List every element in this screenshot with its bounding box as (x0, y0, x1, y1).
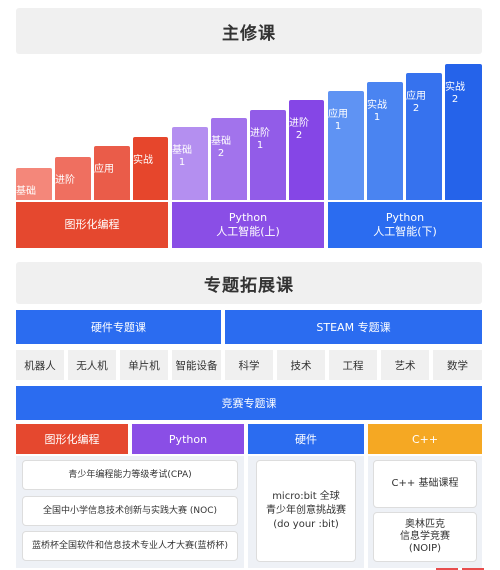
track-python-ai-1-label: Python 人工智能(上) (216, 211, 280, 238)
step-basic[interactable]: 基础 (16, 168, 52, 200)
step-apply-1[interactable]: 应用 1 (328, 91, 364, 200)
step-basic-1[interactable]: 基础 1 (172, 127, 208, 200)
track-python-ai-2[interactable]: Python 人工智能(下) (328, 202, 482, 248)
step-practice-1[interactable]: 实战 1 (367, 82, 403, 200)
decorative-mark-2 (462, 568, 484, 570)
competition-lanqiao[interactable]: 蓝桥杯全国软件和信息技术专业人才大赛(蓝桥杯) (22, 531, 238, 561)
hardware-topic-bar[interactable]: 硬件专题课 (16, 310, 221, 344)
steam-item-art[interactable]: 艺术 (381, 350, 429, 380)
category-scratch[interactable]: 图形化编程 (16, 424, 128, 454)
steam-item-technology[interactable]: 技术 (277, 350, 325, 380)
category-python[interactable]: Python (132, 424, 244, 454)
main-course-header: 主修课 (16, 8, 482, 54)
step-practice-2[interactable]: 实战 2 (445, 64, 482, 200)
decorative-mark-1 (436, 568, 458, 570)
track-scratch-label: 图形化编程 (64, 218, 120, 231)
competition-microbit[interactable]: micro:bit 全球 青少年创意挑战赛 (do your :bit) (256, 460, 356, 562)
track-python-ai-1[interactable]: Python 人工智能(上) (172, 202, 324, 248)
special-course-header: 专题拓展课 (16, 262, 482, 304)
step-apply-2[interactable]: 应用 2 (406, 73, 442, 200)
hardware-item-mcu[interactable]: 单片机 (120, 350, 168, 380)
hardware-item-drone[interactable]: 无人机 (68, 350, 116, 380)
category-cpp[interactable]: C++ (368, 424, 482, 454)
competition-cpa[interactable]: 青少年编程能力等级考试(CPA) (22, 460, 238, 490)
step-advanced[interactable]: 进阶 (55, 157, 91, 200)
steam-item-math[interactable]: 数学 (433, 350, 482, 380)
steam-item-science[interactable]: 科学 (225, 350, 273, 380)
step-practice[interactable]: 实战 (133, 137, 168, 200)
step-apply[interactable]: 应用 (94, 146, 130, 200)
hardware-item-smart-device[interactable]: 智能设备 (172, 350, 221, 380)
competition-cpp-basic[interactable]: C++ 基础课程 (373, 460, 477, 508)
competition-noc[interactable]: 全国中小学信息技术创新与实践大赛 (NOC) (22, 496, 238, 526)
competition-topic-bar[interactable]: 竞赛专题课 (16, 386, 482, 420)
steam-item-engineering[interactable]: 工程 (329, 350, 377, 380)
hardware-item-robot[interactable]: 机器人 (16, 350, 64, 380)
step-advanced-1[interactable]: 进阶 1 (250, 110, 286, 200)
category-hardware[interactable]: 硬件 (248, 424, 364, 454)
step-basic-2[interactable]: 基础 2 (211, 118, 247, 200)
track-python-ai-2-label: Python 人工智能(下) (373, 211, 437, 238)
competition-noip[interactable]: 奥林匹克 信息学竞赛 (NOIP) (373, 512, 477, 562)
track-scratch[interactable]: 图形化编程 (16, 202, 168, 248)
step-advanced-2[interactable]: 进阶 2 (289, 100, 324, 200)
steam-topic-bar[interactable]: STEAM 专题课 (225, 310, 482, 344)
